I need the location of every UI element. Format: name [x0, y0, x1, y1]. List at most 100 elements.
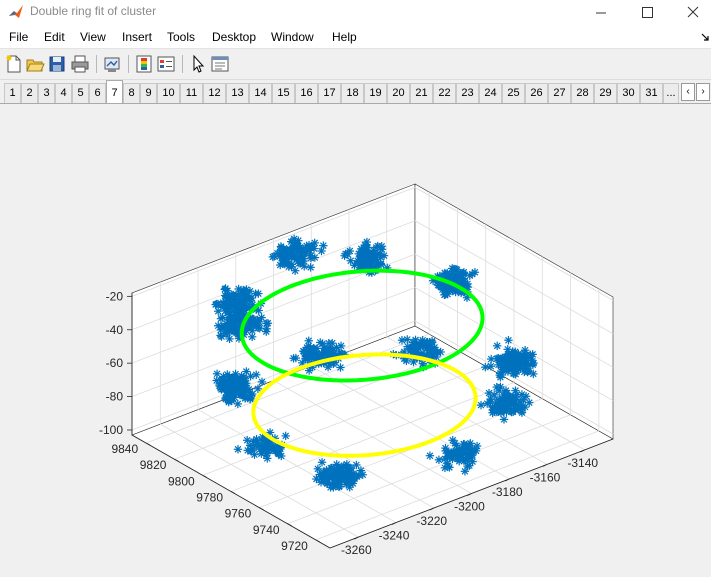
close-button[interactable] [670, 0, 711, 26]
legend-button[interactable] [156, 54, 176, 74]
data-point [504, 361, 513, 371]
y-tick-label: 9720 [281, 539, 308, 553]
tab-2[interactable]: 2 [21, 83, 38, 103]
x-tick-label: -3240 [379, 529, 410, 543]
tab-26[interactable]: 26 [525, 83, 548, 103]
menu-window[interactable]: Window [271, 30, 314, 44]
menu-insert[interactable]: Insert [122, 30, 153, 44]
data-point [212, 299, 221, 309]
pointer-button[interactable] [188, 54, 208, 74]
menu-desktop[interactable]: Desktop [212, 30, 257, 44]
data-point [304, 336, 313, 345]
dock-arrow-icon[interactable] [700, 32, 710, 42]
link-plot-button[interactable] [102, 54, 122, 74]
tab-12[interactable]: 12 [203, 83, 226, 103]
data-point [245, 394, 255, 404]
y-grid-line [259, 398, 543, 509]
tab-16[interactable]: 16 [295, 83, 318, 103]
data-point [336, 363, 345, 372]
minimize-icon [596, 12, 606, 14]
tab-scroll-left-button[interactable]: ‹ [681, 83, 695, 101]
maximize-button[interactable] [624, 0, 670, 26]
data-point [463, 279, 472, 289]
data-point [448, 264, 457, 273]
tab-6[interactable]: 6 [89, 83, 106, 103]
tab-1[interactable]: 1 [4, 83, 21, 103]
print-button[interactable] [70, 54, 90, 74]
tab-24[interactable]: 24 [479, 83, 502, 103]
tab-21[interactable]: 21 [410, 83, 433, 103]
tick-mark [580, 449, 585, 453]
new-figure-icon [6, 55, 21, 73]
x-tick-label: -3200 [454, 500, 485, 514]
data-point [461, 442, 471, 451]
data-point [377, 245, 387, 254]
tab-23[interactable]: 23 [456, 83, 479, 103]
menu-help[interactable]: Help [332, 30, 357, 44]
tab-9[interactable]: 9 [140, 83, 157, 103]
data-point [263, 318, 273, 328]
new-figure-button[interactable] [4, 54, 24, 74]
y-tick-label: 9800 [168, 474, 195, 488]
tab-17[interactable]: 17 [318, 83, 341, 103]
z-tick-label: -100 [99, 423, 123, 437]
tab-18[interactable]: 18 [341, 83, 364, 103]
data-point [450, 448, 459, 457]
print-icon [71, 55, 89, 73]
chevron-left-icon: ‹ [686, 86, 690, 97]
x-tick-label: -3160 [530, 470, 561, 484]
colorbar-button[interactable] [134, 54, 154, 74]
menu-tools[interactable]: Tools [167, 30, 196, 44]
tab-13[interactable]: 13 [226, 83, 249, 103]
data-point [492, 407, 502, 416]
data-point [356, 466, 366, 475]
save-button[interactable] [47, 54, 67, 74]
tab-25[interactable]: 25 [502, 83, 525, 103]
tab-29[interactable]: 29 [594, 83, 617, 103]
tab-28[interactable]: 28 [571, 83, 594, 103]
tab-3[interactable]: 3 [38, 83, 55, 103]
tab-4[interactable]: 4 [55, 83, 72, 103]
tab-8[interactable]: 8 [123, 83, 140, 103]
data-point [217, 381, 227, 390]
tab-30[interactable]: 30 [617, 83, 640, 103]
tick-mark [315, 539, 321, 543]
tab-19[interactable]: 19 [364, 83, 387, 103]
tab-15[interactable]: 15 [272, 83, 295, 103]
tab-5[interactable]: 5 [72, 83, 89, 103]
menu-edit[interactable]: Edit [44, 30, 65, 44]
menu-file[interactable]: File [9, 30, 29, 44]
data-point [281, 431, 290, 441]
tab-scroll-right-button[interactable]: › [696, 83, 710, 101]
data-point [520, 367, 529, 377]
open-file-button[interactable] [25, 54, 45, 74]
minimize-button[interactable] [578, 0, 624, 26]
data-point [233, 399, 243, 409]
data-point [436, 347, 445, 357]
tab-10[interactable]: 10 [157, 83, 180, 103]
tab-7[interactable]: 7 [106, 80, 123, 104]
tab-strip-divider [0, 103, 711, 104]
data-point [212, 369, 222, 379]
z-tick-label: -60 [106, 356, 124, 370]
data-point [317, 458, 327, 467]
scatter3-plot[interactable]: -3260-3240-3220-3200-3180-3160-314097209… [0, 104, 711, 577]
tab-20[interactable]: 20 [387, 83, 410, 103]
tab-27[interactable]: 27 [548, 83, 571, 103]
data-point [254, 289, 263, 298]
menu-view[interactable]: View [80, 30, 106, 44]
data-point [284, 262, 294, 271]
property-editor-button[interactable] [210, 54, 230, 74]
data-point [434, 455, 444, 465]
data-point [290, 266, 300, 275]
tab-22[interactable]: 22 [433, 83, 456, 103]
data-point [220, 285, 229, 294]
data-point [216, 314, 226, 323]
data-point [262, 324, 271, 333]
tab-more[interactable]: ... [663, 83, 679, 103]
tab-14[interactable]: 14 [249, 83, 272, 103]
data-point [263, 454, 272, 463]
tab-31[interactable]: 31 [640, 83, 663, 103]
y-tick-label: 9760 [225, 507, 252, 521]
tab-11[interactable]: 11 [180, 83, 203, 103]
